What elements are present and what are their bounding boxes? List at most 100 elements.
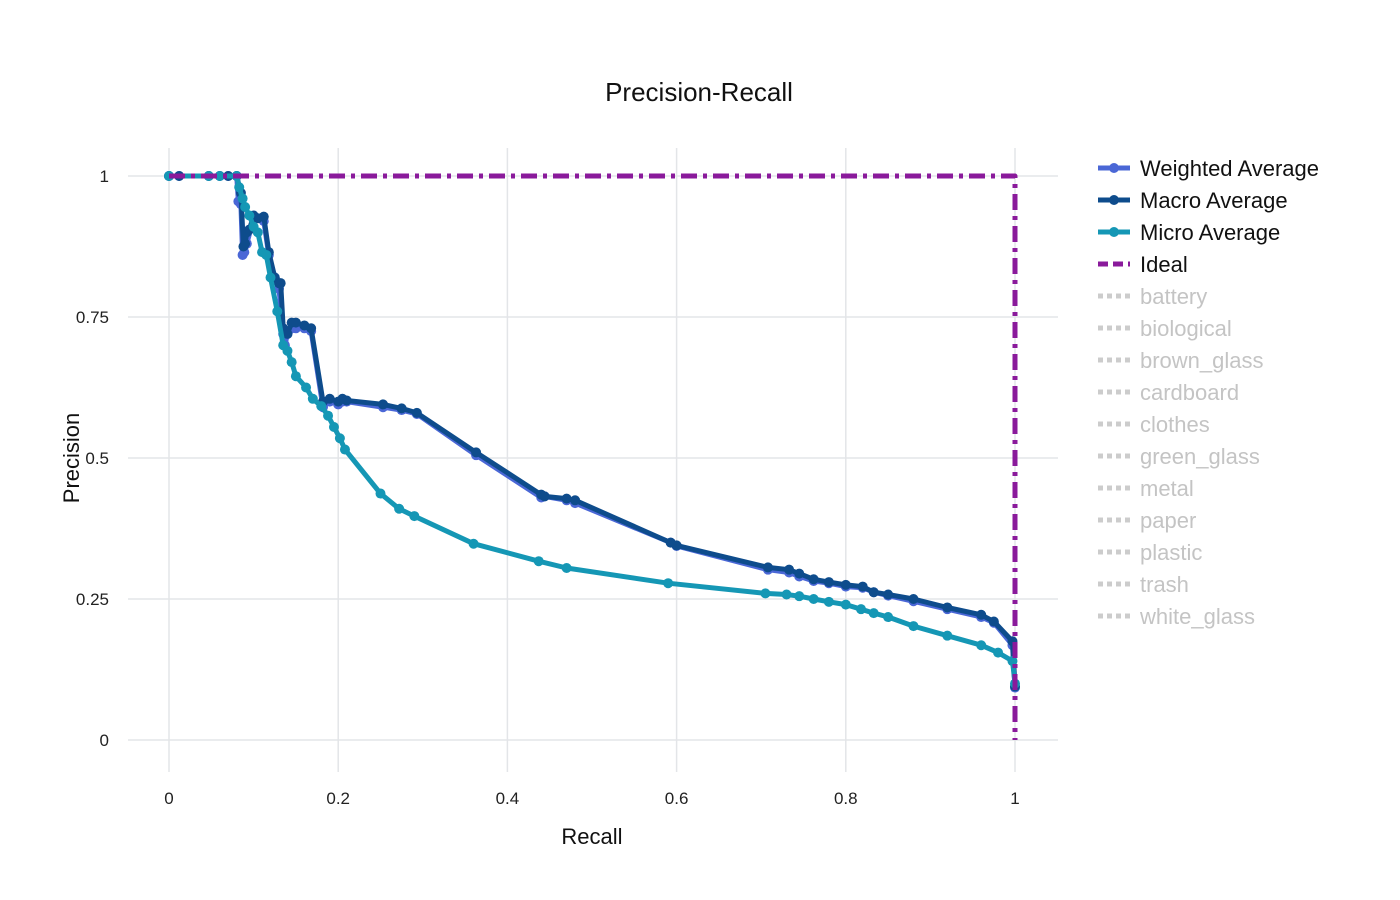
data-point [237,193,248,204]
data-point [324,393,335,404]
data-point [375,488,386,499]
data-point [908,594,919,604]
legend-item-battery[interactable]: battery [1098,284,1207,309]
legend-label: metal [1140,476,1194,501]
data-point [341,395,352,406]
legend-item-ideal[interactable]: Ideal [1098,252,1188,277]
data-point [942,602,953,613]
data-point [471,447,482,458]
legend-item-weighted-average[interactable]: Weighted Average [1098,156,1319,181]
data-point [794,591,805,602]
data-point [396,403,407,414]
data-point [394,503,405,514]
legend-label: trash [1140,572,1189,597]
legend-item-trash[interactable]: trash [1098,572,1189,597]
legend-item-plastic[interactable]: plastic [1098,540,1202,565]
data-point [265,272,276,283]
data-point [561,493,572,504]
legend-label: paper [1140,508,1196,533]
legend-item-metal[interactable]: metal [1098,476,1194,501]
data-point [411,407,422,418]
series-ideal [169,173,1018,740]
data-point [258,211,269,222]
data-point [857,581,868,592]
legend-item-green-glass[interactable]: green_glass [1098,444,1260,469]
x-axis-label: Recall [561,824,622,849]
legend-item-macro-average[interactable]: Macro Average [1098,188,1288,213]
data-point [240,238,251,249]
data-point [1007,656,1018,667]
legend-label: Ideal [1140,252,1188,277]
data-point [240,202,251,213]
data-point [286,357,297,368]
data-point [468,538,479,549]
x-axis-ticks: 0 0.2 0.4 0.6 0.8 1 [164,789,1019,808]
legend-label: plastic [1140,540,1202,565]
legend[interactable]: Weighted Average Macro Average Micro Avera… [1098,156,1319,629]
legend-label: cardboard [1140,380,1239,405]
legend-label: biological [1140,316,1232,341]
legend-item-cardboard[interactable]: cardboard [1098,380,1239,405]
data-point [883,612,894,623]
data-point [275,278,286,289]
legend-marker [1109,163,1119,173]
y-tick-label: 0.75 [76,308,109,327]
data-point [323,410,334,421]
data-point [301,382,312,393]
data-point [261,249,272,260]
legend-marker [1109,227,1119,237]
data-point [214,171,225,181]
data-point [272,306,283,317]
data-point [539,491,550,502]
data-point [942,630,953,641]
data-point [988,616,999,627]
data-point [378,399,389,410]
legend-marker [1109,195,1119,205]
legend-label: brown_glass [1140,348,1264,373]
data-point [663,578,674,589]
data-point [808,574,819,585]
data-point [561,562,572,573]
x-tick-label: 0.6 [665,789,689,808]
data-point [339,444,350,455]
data-point [993,647,1004,658]
data-point [252,227,263,238]
x-tick-label: 0 [164,789,173,808]
legend-label: Weighted Average [1140,156,1319,181]
data-point [328,421,339,432]
data-point [760,588,771,599]
series-line-ideal [169,173,1018,740]
data-point [316,401,327,412]
data-point [808,594,819,604]
data-point [781,589,792,600]
legend-label: green_glass [1140,444,1260,469]
legend-item-brown-glass[interactable]: brown_glass [1098,348,1264,373]
data-point [306,323,317,334]
legend-label: Micro Average [1140,220,1280,245]
legend-item-paper[interactable]: paper [1098,508,1196,533]
data-point [883,589,894,600]
data-point [282,345,293,356]
legend-label: clothes [1140,412,1210,437]
chart-title: Precision-Recall [605,77,793,107]
data-point [823,596,834,607]
legend-item-micro-average[interactable]: Micro Average [1098,220,1280,245]
data-point [533,556,544,567]
legend-label: white_glass [1139,604,1255,629]
data-point [570,495,581,506]
y-tick-label: 0 [100,731,109,750]
series-line-micro-average [166,173,1018,687]
data-point [307,393,318,404]
data-point [784,564,795,575]
legend-item-clothes[interactable]: clothes [1098,412,1210,437]
data-point [282,328,293,339]
data-point [908,621,919,632]
legend-item-biological[interactable]: biological [1098,316,1232,341]
y-tick-label: 1 [100,167,109,186]
data-point [244,210,255,221]
legend-item-white-glass[interactable]: white_glass [1098,604,1255,629]
x-tick-label: 0.4 [496,789,520,808]
x-tick-label: 0.8 [834,789,858,808]
legend-label: Macro Average [1140,188,1288,213]
series-layer [164,171,1020,740]
